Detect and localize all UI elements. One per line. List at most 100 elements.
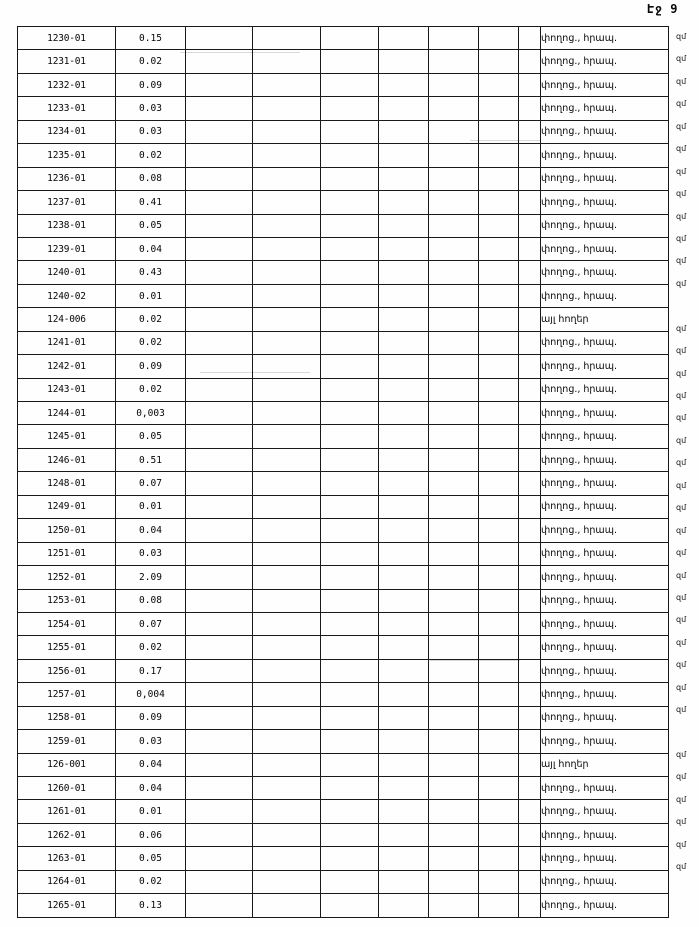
- table-row: 1244-01 0,003 փողոց., հրապ.: [17, 400, 669, 426]
- empty-cell: [378, 49, 429, 74]
- empty-cell: [320, 893, 379, 918]
- page-number-label: Էջ 9: [647, 2, 678, 16]
- empty-cell: [185, 307, 253, 332]
- empty-cell: [478, 705, 519, 731]
- parcel-id-cell: 1256-01: [17, 658, 116, 684]
- land-type-cell: փողոց., հրապ.: [540, 25, 669, 51]
- empty-cell: [378, 494, 429, 520]
- margin-mark: զմ: [676, 346, 687, 356]
- empty-cell: [428, 96, 479, 121]
- empty-cell: [252, 400, 321, 426]
- parcel-id-cell: 1238-01: [17, 213, 116, 238]
- empty-cell: [428, 799, 479, 824]
- area-cell: 0.03: [115, 541, 186, 567]
- empty-cell: [518, 565, 541, 590]
- empty-cell: [252, 494, 321, 520]
- table-row: 1255-01 0.02 փողոց., հրապ.: [17, 635, 669, 660]
- empty-cell: [320, 705, 379, 731]
- area-cell: 0.17: [115, 658, 186, 684]
- empty-cell: [378, 236, 429, 262]
- empty-cell: [252, 236, 321, 262]
- table-row: 1257-01 0,004 փողոց., հրապ.: [17, 682, 669, 707]
- empty-cell: [478, 236, 519, 262]
- parcel-id-cell: 1258-01: [17, 705, 116, 731]
- empty-cell: [252, 49, 321, 74]
- table-row: 1265-01 0.13 փողոց., հրապ.: [17, 893, 669, 918]
- table-row: 1260-01 0.04 փողոց., հրապ.: [17, 775, 669, 801]
- empty-cell: [518, 729, 541, 754]
- land-type-cell: փողոց., հրապ.: [540, 705, 669, 731]
- land-type-cell: փողոց., հրապ.: [540, 96, 669, 121]
- table-row: 1241-01 0.02 փողոց., հրապ.: [17, 330, 669, 356]
- empty-cell: [428, 166, 479, 192]
- empty-cell: [518, 377, 541, 403]
- empty-cell: [518, 799, 541, 824]
- empty-cell: [378, 705, 429, 731]
- empty-cell: [518, 72, 541, 98]
- empty-cell: [428, 682, 479, 707]
- empty-cell: [518, 354, 541, 379]
- empty-cell: [428, 565, 479, 590]
- parcel-id-cell: 1231-01: [17, 49, 116, 74]
- empty-cell: [378, 213, 429, 238]
- empty-cell: [378, 682, 429, 707]
- empty-cell: [428, 190, 479, 215]
- empty-cell: [320, 72, 379, 98]
- empty-cell: [185, 775, 253, 801]
- empty-cell: [185, 705, 253, 731]
- empty-cell: [252, 611, 321, 637]
- area-cell: 0.05: [115, 846, 186, 871]
- margin-mark: զմ: [676, 660, 687, 670]
- empty-cell: [185, 72, 253, 98]
- margin-mark: զմ: [676, 121, 687, 131]
- table-row: 1240-02 0.01 փողոց., հրապ.: [17, 283, 669, 309]
- table-row: 1254-01 0.07 փողոց., հրապ.: [17, 611, 669, 637]
- empty-cell: [252, 775, 321, 801]
- empty-cell: [478, 424, 519, 449]
- empty-cell: [185, 893, 253, 918]
- land-type-cell: փողոց., հրապ.: [540, 565, 669, 590]
- empty-cell: [518, 283, 541, 309]
- empty-cell: [478, 846, 519, 871]
- area-cell: 0.15: [115, 25, 186, 51]
- empty-cell: [378, 190, 429, 215]
- empty-cell: [428, 119, 479, 145]
- empty-cell: [428, 400, 479, 426]
- empty-cell: [478, 494, 519, 520]
- empty-cell: [252, 822, 321, 848]
- empty-cell: [252, 143, 321, 168]
- empty-cell: [428, 471, 479, 496]
- empty-cell: [185, 400, 253, 426]
- empty-cell: [252, 893, 321, 918]
- parcel-id-cell: 1244-01: [17, 400, 116, 426]
- table-row: 1248-01 0.07 փողոց., հրապ.: [17, 471, 669, 496]
- parcel-id-cell: 1242-01: [17, 354, 116, 379]
- empty-cell: [185, 822, 253, 848]
- area-cell: 0.07: [115, 611, 186, 637]
- empty-cell: [378, 893, 429, 918]
- margin-mark: զմ: [676, 682, 687, 692]
- parcel-id-cell: 1255-01: [17, 635, 116, 660]
- empty-cell: [320, 143, 379, 168]
- land-type-cell: փողոց., հրապ.: [540, 330, 669, 356]
- parcel-id-cell: 1251-01: [17, 541, 116, 567]
- area-cell: 0,004: [115, 682, 186, 707]
- empty-cell: [478, 447, 519, 473]
- empty-cell: [320, 494, 379, 520]
- area-cell: 0.08: [115, 166, 186, 192]
- empty-cell: [478, 72, 519, 98]
- parcel-id-cell: 1254-01: [17, 611, 116, 637]
- empty-cell: [185, 869, 253, 895]
- area-cell: 0.03: [115, 96, 186, 121]
- margin-mark: զմ: [676, 817, 687, 827]
- empty-cell: [478, 799, 519, 824]
- empty-cell: [428, 658, 479, 684]
- land-type-cell: փողոց., հրապ.: [540, 143, 669, 168]
- empty-cell: [518, 400, 541, 426]
- empty-cell: [320, 682, 379, 707]
- margin-mark: զմ: [676, 99, 687, 109]
- parcel-id-cell: 1230-01: [17, 25, 116, 51]
- land-type-cell: փողոց., հրապ.: [540, 822, 669, 848]
- empty-cell: [428, 25, 479, 51]
- empty-cell: [320, 166, 379, 192]
